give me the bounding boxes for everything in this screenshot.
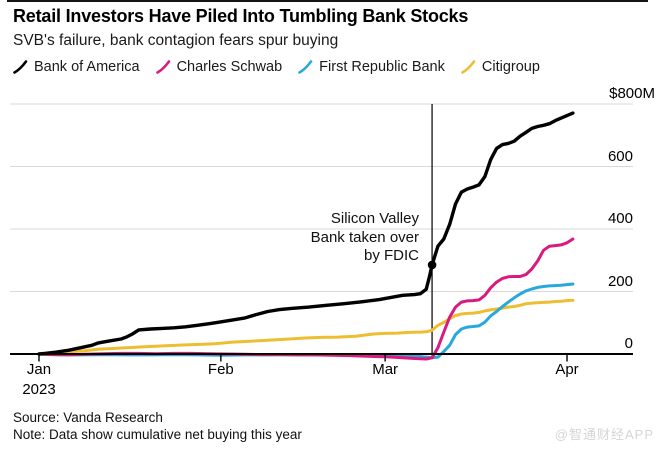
legend-label: First Republic Bank (319, 59, 445, 75)
legend-item: Bank of America (12, 59, 140, 75)
source-note: Source: Vanda Research (13, 410, 163, 425)
watermark: @智通财经APP (554, 427, 654, 442)
legend-line-mark-icon (461, 60, 476, 74)
y-axis-tick-label: 400 (607, 210, 633, 227)
legend-label: Charles Schwab (176, 59, 283, 75)
gridlines (10, 103, 633, 292)
legend-line-mark-icon (298, 60, 313, 74)
legend-line-mark-icon (155, 60, 170, 74)
chart-title: Retail Investors Have Piled Into Tumblin… (13, 6, 469, 26)
legend-item: First Republic Bank (297, 59, 445, 75)
legend: Bank of America Charles Schwab First Repub… (12, 59, 540, 75)
x-axis (10, 353, 633, 362)
series-lines (37, 111, 575, 361)
legend-label: Citigroup (481, 59, 540, 75)
legend-item: Citigroup (460, 59, 540, 75)
y-axis-tick-label: 200 (607, 272, 633, 290)
event-annotation: Silicon Valley Bank taken over by FDIC (311, 210, 419, 266)
series-citigroup (37, 298, 575, 356)
top-border (7, 0, 648, 2)
legend-label: Bank of America (34, 59, 140, 75)
y-axis-tick-label: $800M (609, 85, 655, 102)
footer: Source: Vanda Research Note: Data show c… (13, 410, 302, 444)
x-axis-tick-label: Apr (555, 361, 579, 378)
x-axis-tick-label: Feb (207, 361, 234, 378)
y-axis-tick-label: 0 (624, 335, 633, 352)
event-annotation-line: by FDIC (363, 247, 419, 265)
event-annotation-line: Bank taken over (310, 228, 419, 246)
series-bank-of-america (37, 111, 575, 356)
x-axis-tick-label: Jan 2023 (22, 361, 56, 398)
event-marker-dot (427, 260, 437, 270)
legend-item: Charles Schwab (155, 59, 283, 75)
chart-subtitle: SVB's failure, bank contagion fears spur… (13, 32, 339, 49)
y-axis-tick-label: 600 (607, 147, 633, 165)
legend-line-mark-icon (13, 60, 28, 74)
event-annotation-line: Silicon Valley (330, 210, 419, 227)
data-note: Note: Data show cumulative net buying th… (13, 426, 302, 442)
x-axis-tick-label: Mar (372, 361, 399, 378)
